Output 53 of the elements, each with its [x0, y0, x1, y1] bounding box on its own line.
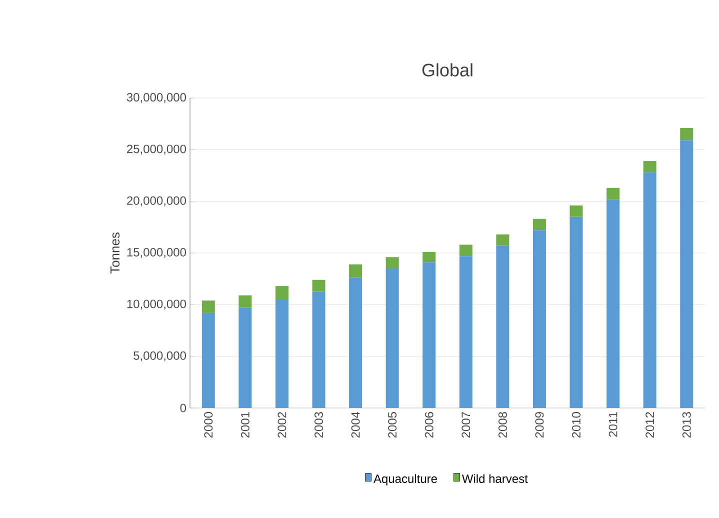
bar	[422, 262, 436, 408]
x-tick-label: 2007	[462, 412, 470, 438]
y-tick-label: 10,000,000	[127, 300, 186, 310]
y-tick-label: 20,000,000	[127, 196, 186, 206]
bar	[422, 252, 436, 262]
bar	[680, 140, 694, 408]
bar	[643, 172, 656, 408]
legend-label: Wild harvest	[462, 474, 528, 483]
bar	[532, 230, 546, 408]
bar	[606, 199, 620, 408]
chart-title: Global	[422, 63, 472, 76]
y-axis-title: Tonnes	[110, 232, 120, 274]
bar	[275, 286, 288, 300]
x-tick-label: 2012	[646, 412, 654, 438]
x-tick-label: 2009	[535, 412, 544, 438]
bar	[312, 280, 326, 292]
x-tick-label: 2008	[498, 412, 507, 438]
y-tick-label: 30,000,000	[126, 93, 186, 103]
bar	[312, 291, 326, 408]
bar	[496, 234, 510, 246]
x-tick-label: 2001	[240, 412, 250, 438]
bar	[496, 246, 510, 408]
y-tick-label: 25,000,000	[127, 144, 186, 155]
bar	[532, 218, 546, 230]
bar	[386, 268, 399, 408]
bar	[275, 299, 288, 408]
x-tick-label: 2005	[388, 412, 397, 438]
x-tick-label: 2006	[424, 412, 434, 438]
bar	[643, 161, 656, 172]
x-tick-label: 2002	[278, 412, 286, 438]
bar	[238, 308, 252, 408]
legend-label: Aquaculture	[373, 474, 437, 486]
y-tick-label: 15,000,000	[127, 248, 186, 258]
bar	[386, 257, 399, 268]
x-tick-label: 2010	[572, 412, 580, 438]
y-tick-label: 5,000,000	[134, 351, 186, 362]
bar	[349, 278, 362, 408]
bar	[606, 188, 620, 200]
bar	[459, 244, 472, 256]
bar	[459, 256, 472, 408]
x-tick-label: 2011	[608, 412, 618, 437]
bar	[680, 128, 694, 140]
x-tick-label: 2013	[682, 412, 691, 438]
bar	[570, 216, 583, 408]
bar	[202, 300, 215, 313]
bar	[570, 205, 583, 217]
bar	[349, 264, 362, 278]
bar	[202, 312, 215, 408]
x-tick-label: 2004	[351, 412, 360, 438]
y-tick-label: 0	[180, 404, 186, 412]
x-tick-label: 2000	[204, 412, 213, 438]
x-tick-label: 2003	[314, 412, 323, 438]
bar	[238, 295, 252, 308]
